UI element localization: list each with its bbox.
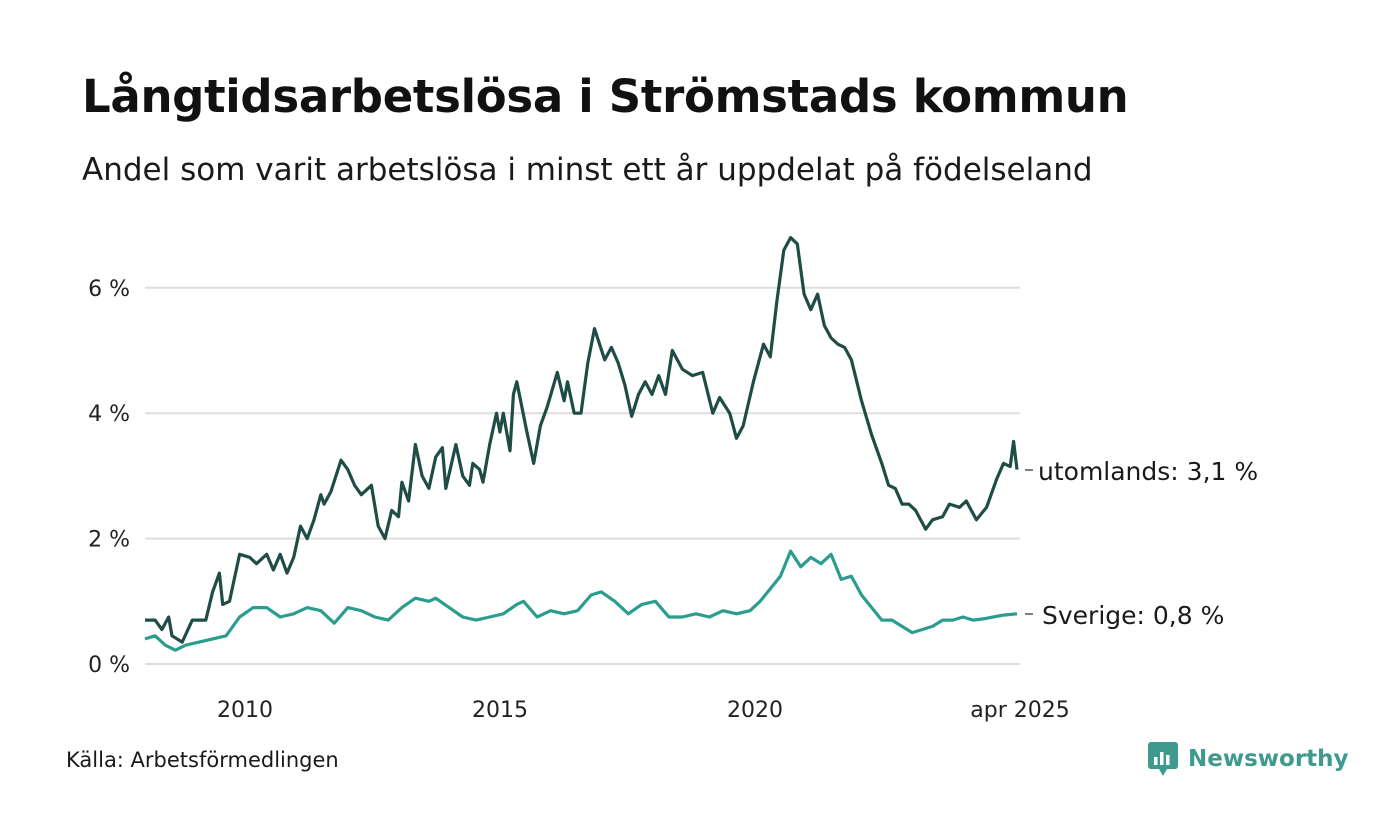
y-tick-label: 4 %: [88, 402, 130, 427]
end-label-utomlands: utomlands: 3,1 %: [1038, 457, 1258, 486]
labels: 0 % 2 % 4 % 6 % 2010 2015 2020 apr 2025 utomland…: [88, 277, 1258, 723]
series-line-utomlands: [145, 236, 1019, 644]
brand-logo: Newsworthy: [1148, 742, 1349, 776]
x-tick-label: apr 2025: [970, 698, 1069, 723]
x-tick-label: 2015: [472, 698, 528, 723]
series-lines: [144, 236, 1019, 652]
brand-name: Newsworthy: [1188, 746, 1349, 772]
newsworthy-logo-icon: [1148, 742, 1178, 776]
y-tick-label: 0 %: [88, 653, 130, 678]
x-tick-label: 2020: [727, 698, 783, 723]
x-tick-label: 2010: [217, 698, 273, 723]
y-tick-label: 6 %: [88, 277, 130, 302]
series-line-sverige: [144, 549, 1018, 652]
end-label-sverige: Sverige: 0,8 %: [1042, 601, 1224, 630]
chart-title: Långtidsarbetslösa i Strömstads kommun: [82, 70, 1129, 123]
chart-subtitle: Andel som varit arbetslösa i minst ett å…: [82, 152, 1093, 188]
y-tick-label: 2 %: [88, 528, 130, 553]
source-note: Källa: Arbetsförmedlingen: [66, 748, 339, 772]
gridlines: [145, 286, 1020, 665]
